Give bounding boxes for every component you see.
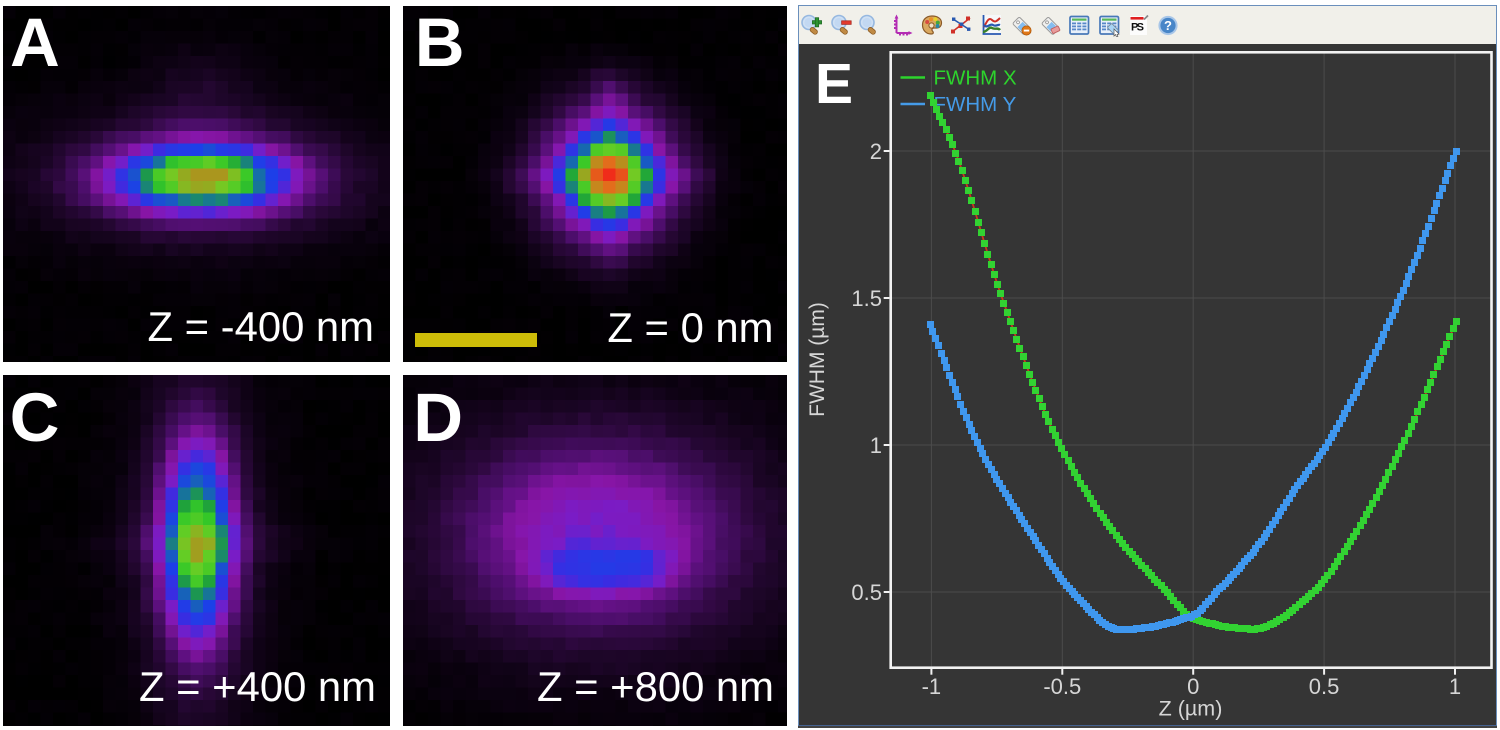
svg-text:?: ? <box>1164 18 1172 33</box>
svg-text:-0.5: -0.5 <box>1043 673 1081 698</box>
svg-text:1: 1 <box>869 432 881 457</box>
svg-text:PS: PS <box>1131 21 1144 33</box>
svg-text:2: 2 <box>869 138 881 163</box>
svg-text:-1: -1 <box>921 673 941 698</box>
svg-text:1.5: 1.5 <box>851 285 882 310</box>
svg-text:0.5: 0.5 <box>1308 673 1339 698</box>
svg-text:Z (µm): Z (µm) <box>1158 696 1222 720</box>
svg-text:0: 0 <box>1187 673 1199 698</box>
svg-text:FWHM X: FWHM X <box>933 66 1016 89</box>
svg-text:FWHM Y: FWHM Y <box>933 93 1016 116</box>
svg-text:1: 1 <box>1448 673 1460 698</box>
svg-text:0.5: 0.5 <box>851 579 882 604</box>
svg-text:FWHM (µm): FWHM (µm) <box>806 302 829 417</box>
